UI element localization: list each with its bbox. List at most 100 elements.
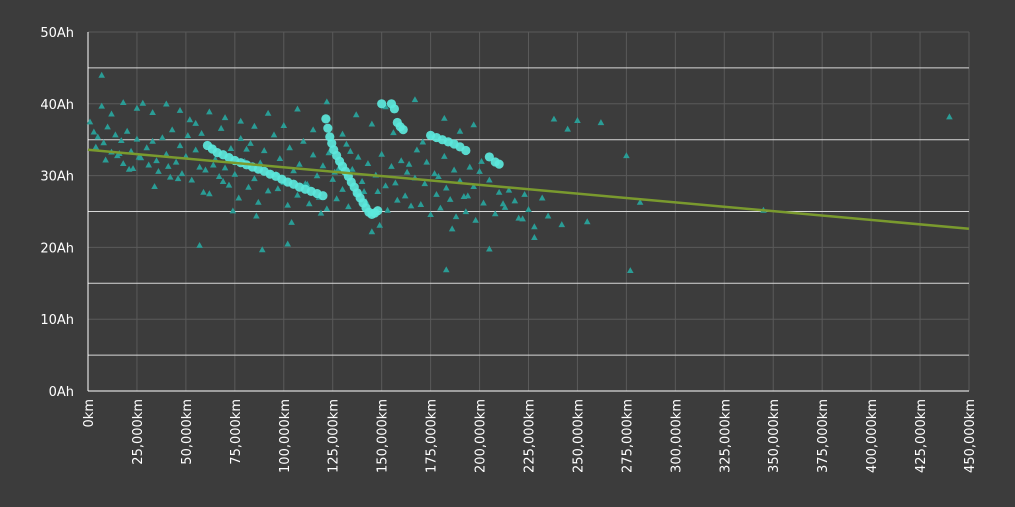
- fleet-point: [280, 122, 288, 128]
- fleet-point: [288, 218, 295, 225]
- fleet-point: [305, 200, 313, 207]
- fleet-point: [441, 152, 448, 159]
- x-tick-label: 200,000km: [474, 399, 489, 473]
- y-tick-label: 10Ah: [40, 313, 74, 328]
- fleet-point: [501, 203, 509, 210]
- x-axis-tick-labels: 0km 25,000km 50,000km 75,000km 100,000km 125,…: [82, 399, 978, 473]
- x-tick-label: 450,000km: [963, 399, 978, 473]
- fleet-point: [382, 182, 389, 189]
- fleet-point: [495, 188, 503, 195]
- fleet-point: [200, 188, 207, 195]
- fleet-point: [442, 184, 450, 191]
- fleet-point: [215, 173, 223, 179]
- fleet-point: [251, 122, 258, 129]
- fleet-point: [284, 201, 291, 208]
- fleet-points-series: [86, 71, 953, 274]
- fleet-point: [417, 201, 425, 207]
- highlight-point: [377, 99, 387, 109]
- fleet-point: [186, 116, 194, 123]
- fleet-point: [376, 221, 384, 228]
- fleet-point: [309, 126, 317, 133]
- fleet-point: [286, 144, 293, 151]
- highlight-point: [398, 125, 408, 135]
- fleet-point: [499, 200, 507, 207]
- fleet-point: [427, 211, 434, 218]
- fleet-point: [505, 186, 513, 193]
- highlight-point: [373, 206, 383, 216]
- fleet-point: [119, 160, 127, 167]
- fleet-point: [104, 123, 111, 130]
- fleet-point: [159, 134, 166, 141]
- fleet-point: [206, 108, 213, 115]
- fleet-point: [174, 175, 182, 182]
- fleet-point: [388, 162, 395, 169]
- fleet-point: [574, 117, 581, 123]
- fleet-point: [538, 194, 546, 201]
- fleet-point: [290, 167, 297, 174]
- fleet-point: [384, 206, 391, 213]
- fleet-point: [229, 207, 237, 214]
- fleet-point: [462, 208, 470, 215]
- fleet-point: [343, 140, 350, 147]
- fleet-point: [382, 103, 389, 110]
- fleet-point: [419, 138, 427, 145]
- fleet-point: [237, 134, 245, 141]
- fleet-point: [476, 167, 483, 174]
- fleet-point: [196, 241, 203, 248]
- fleet-point: [117, 137, 125, 144]
- fleet-point: [264, 187, 272, 194]
- fleet-point: [243, 145, 250, 152]
- fleet-point: [390, 129, 397, 136]
- fleet-point: [364, 160, 372, 167]
- fleet-point: [435, 173, 442, 179]
- fleet-point: [323, 98, 331, 105]
- x-tick-label: 400,000km: [865, 399, 880, 473]
- fleet-point: [176, 106, 184, 113]
- fleet-point: [123, 127, 131, 134]
- fleet-point: [247, 139, 254, 146]
- fleet-point: [221, 114, 229, 121]
- fleet-point: [255, 198, 262, 205]
- x-tick-label: 250,000km: [571, 399, 586, 473]
- fleet-point: [172, 158, 180, 165]
- fleet-point: [227, 145, 235, 151]
- fleet-point: [219, 178, 227, 184]
- fleet-point: [360, 188, 368, 195]
- fleet-point: [192, 146, 199, 153]
- fleet-point: [413, 146, 421, 153]
- fleet-point: [264, 109, 272, 116]
- x-tick-label: 25,000km: [131, 399, 146, 465]
- y-tick-label: 50Ah: [40, 26, 74, 41]
- fleet-point: [470, 121, 477, 128]
- fleet-point: [558, 221, 566, 228]
- y-tick-label: 0Ah: [49, 385, 74, 400]
- fleet-point: [550, 115, 558, 122]
- fleet-point: [253, 212, 260, 219]
- fleet-point: [164, 162, 172, 169]
- fleet-point: [437, 204, 444, 211]
- fleet-point: [143, 144, 151, 151]
- fleet-point: [403, 168, 411, 175]
- fleet-point: [392, 179, 399, 186]
- fleet-point: [112, 131, 119, 138]
- fleet-point: [491, 210, 499, 217]
- fleet-point: [442, 266, 450, 273]
- fleet-point: [94, 133, 102, 140]
- highlight-point: [321, 114, 331, 124]
- fleet-point: [636, 198, 644, 205]
- fleet-point: [374, 188, 382, 195]
- fleet-point: [300, 137, 307, 144]
- fleet-point: [564, 125, 571, 132]
- y-tick-label: 40Ah: [40, 98, 74, 113]
- fleet-point: [102, 156, 109, 163]
- fleet-point: [221, 164, 229, 171]
- fleet-point: [544, 212, 552, 219]
- fleet-point: [251, 175, 258, 182]
- fleet-point: [153, 157, 160, 164]
- fleet-point: [235, 194, 243, 201]
- fleet-point: [225, 181, 233, 188]
- fleet-point: [325, 149, 333, 156]
- fleet-point: [339, 130, 346, 137]
- x-tick-label: 50,000km: [180, 399, 195, 465]
